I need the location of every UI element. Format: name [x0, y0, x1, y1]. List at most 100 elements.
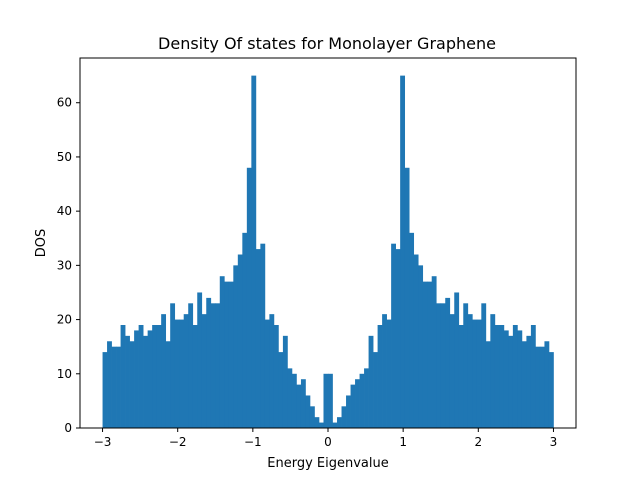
histogram-bar	[377, 325, 383, 428]
y-axis-ticks: 0 10 20 30 40 50 60	[57, 96, 80, 435]
histogram-bar	[165, 341, 171, 428]
x-tick-label: −3	[94, 435, 112, 449]
histogram-bar	[467, 314, 473, 428]
histogram-bar	[350, 384, 356, 428]
histogram-bar	[143, 335, 148, 428]
histogram-bar	[278, 352, 284, 428]
histogram-bar	[309, 406, 315, 428]
histogram-bar	[431, 276, 437, 428]
histogram-bar	[251, 75, 257, 429]
x-tick-label: 0	[324, 435, 332, 449]
x-tick-label: −1	[244, 435, 262, 449]
histogram-bar	[481, 303, 487, 428]
histogram-bar	[296, 384, 302, 428]
histogram-bar	[318, 422, 324, 428]
histogram-bar	[269, 314, 275, 428]
histogram-bar	[508, 335, 514, 428]
histogram-bar	[395, 249, 401, 428]
histogram-bar	[260, 243, 266, 428]
histogram-bar	[463, 303, 469, 428]
histogram-bar	[355, 379, 360, 428]
histogram-bar	[161, 314, 167, 428]
histogram-bar	[246, 167, 252, 428]
histogram-bar	[368, 335, 374, 428]
histogram-bar	[107, 341, 112, 428]
chart-title: Density Of states for Monolayer Graphene	[158, 34, 496, 53]
histogram-bar	[476, 319, 482, 428]
histogram-bar	[422, 281, 428, 428]
histogram-bar	[174, 319, 180, 428]
histogram-bar	[485, 341, 491, 428]
histogram-bar	[539, 346, 545, 428]
histogram-bar	[328, 373, 333, 428]
histogram-bar	[287, 368, 293, 428]
histogram-bar	[116, 346, 121, 428]
y-tick-label: 60	[57, 96, 72, 110]
histogram-bar	[458, 325, 464, 428]
plot-frame	[79, 57, 577, 429]
histogram-bar	[332, 422, 338, 428]
histogram-bar	[413, 254, 419, 428]
histogram-bar	[314, 417, 320, 428]
histogram-bar	[224, 281, 230, 428]
histogram-bar	[264, 319, 270, 428]
y-tick-label: 0	[64, 421, 72, 435]
histogram-bar	[503, 330, 509, 428]
histogram-bar	[530, 325, 536, 428]
histogram-bar	[300, 379, 306, 428]
histogram-bar	[192, 325, 198, 428]
x-tick-label: 3	[550, 435, 558, 449]
histogram-bar	[494, 325, 500, 428]
histogram-bar	[273, 325, 279, 428]
histogram-bar	[359, 373, 365, 428]
histogram-bar	[364, 368, 369, 428]
histogram-bar	[255, 249, 261, 428]
histogram-bar	[346, 395, 351, 428]
y-tick-label: 30	[57, 258, 72, 272]
histogram-bar	[125, 335, 130, 428]
histogram-bar	[242, 232, 248, 428]
histogram-bar	[526, 335, 532, 428]
histogram-bar	[233, 265, 239, 428]
histogram-bar	[445, 297, 451, 428]
y-tick-label: 20	[57, 313, 72, 327]
x-tick-label: −2	[169, 435, 187, 449]
histogram-bar	[210, 303, 216, 428]
histogram-bar	[188, 303, 194, 428]
histogram-bar	[215, 303, 221, 428]
histogram-bar	[391, 243, 396, 428]
histogram-bar	[382, 314, 387, 428]
histogram-bar	[197, 292, 203, 428]
histogram-bar	[282, 335, 288, 428]
x-tick-label: 1	[399, 435, 407, 449]
histogram-bar	[291, 373, 297, 428]
histogram-bar	[138, 325, 144, 428]
histogram-bar	[152, 325, 158, 428]
histogram-bar	[170, 303, 176, 428]
histogram-bar	[400, 75, 406, 429]
histogram-bar	[111, 346, 117, 428]
histogram-bar	[449, 314, 455, 428]
histogram-bar	[436, 303, 442, 428]
y-axis-label: DOS	[34, 229, 49, 258]
histogram-bar	[341, 406, 347, 428]
histogram-bar	[440, 303, 446, 428]
histogram-bar	[228, 281, 234, 428]
histogram-bar	[147, 330, 153, 428]
histogram-bar	[237, 254, 243, 428]
histogram-bar	[183, 314, 189, 428]
y-tick-label: 40	[57, 204, 72, 218]
x-tick-label: 2	[474, 435, 482, 449]
histogram-bar	[409, 232, 415, 428]
y-tick-label: 10	[57, 367, 72, 381]
histogram-bar	[201, 314, 207, 428]
histogram-bar	[386, 319, 392, 428]
histogram-bar	[499, 325, 505, 428]
histogram-bar	[472, 319, 478, 428]
histogram-bar	[129, 341, 135, 428]
histogram-bar	[517, 330, 523, 428]
y-tick-label: 50	[57, 150, 72, 164]
histogram-bar	[134, 330, 139, 428]
histogram-bar	[454, 292, 460, 428]
